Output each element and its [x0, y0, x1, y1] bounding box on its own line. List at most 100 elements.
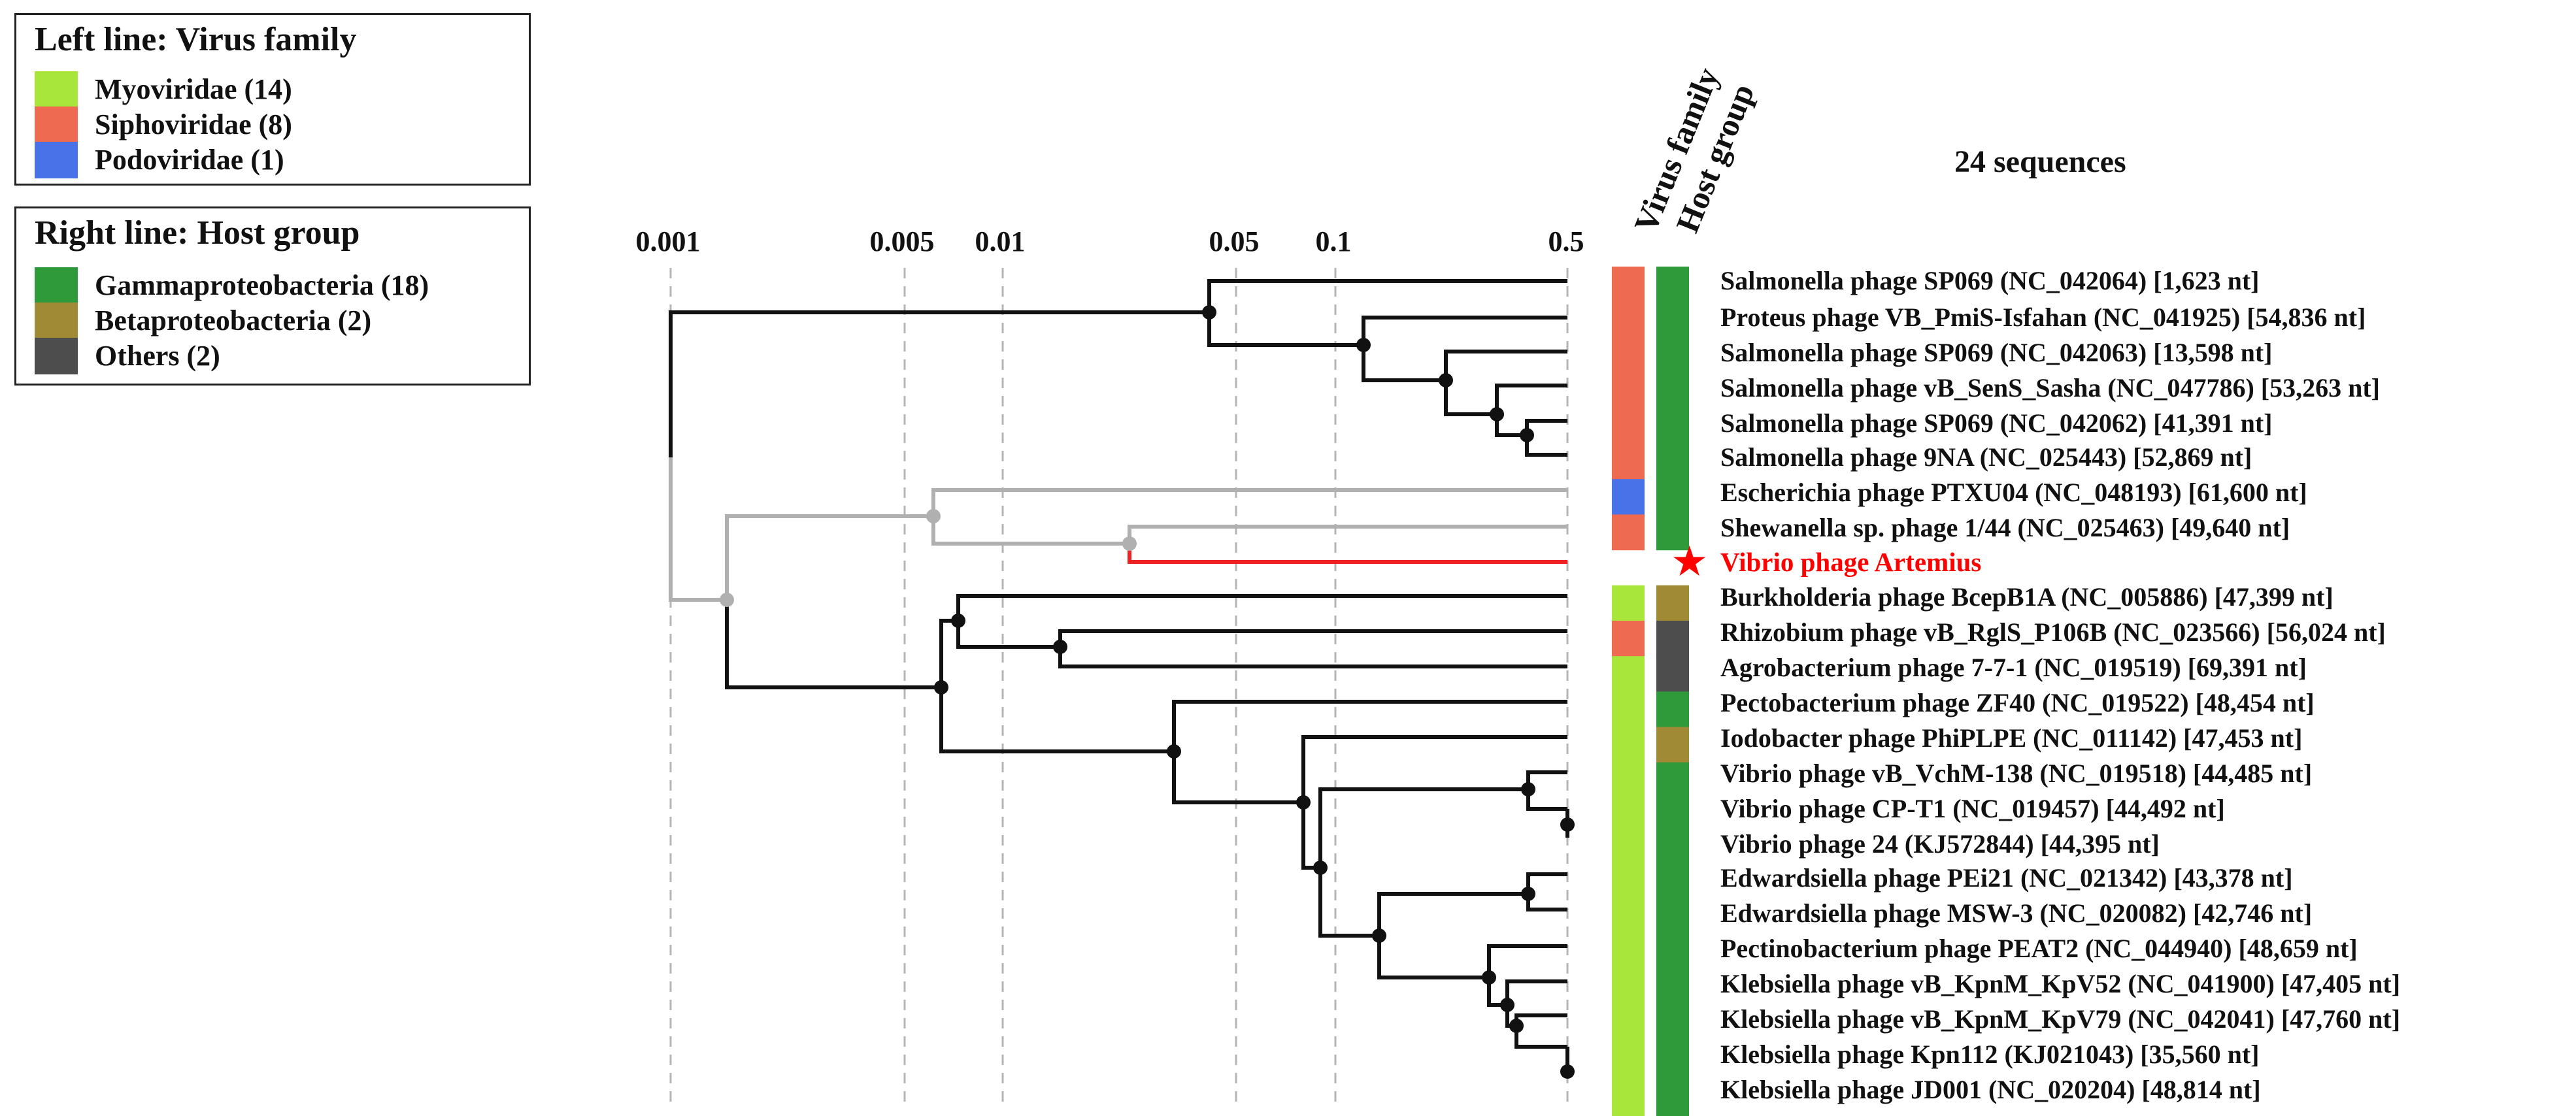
host-group-strip-cell	[1656, 762, 1689, 798]
node	[926, 509, 941, 523]
node	[1520, 428, 1534, 442]
highlighted-taxon-label: Vibrio phage Artemius	[1720, 547, 1982, 577]
taxon-label: Klebsiella phage Kpn112 (KJ021043) [35,5…	[1720, 1040, 2260, 1069]
host-group-legend-title: Right line: Host group	[35, 214, 360, 252]
host-group-strip-cell	[1656, 833, 1689, 869]
node	[1490, 407, 1504, 421]
taxon-label: Escherichia phage PTXU04 (NC_048193) [61…	[1720, 478, 2307, 507]
host-group-strip-cell	[1656, 444, 1689, 480]
taxon-label: Rhizobium phage vB_RglS_P106B (NC_023566…	[1720, 617, 2386, 647]
branch	[931, 488, 1567, 516]
virus-family-strip-cell	[1612, 868, 1645, 905]
host-group-strip-cell	[1656, 1010, 1689, 1046]
branch	[1377, 892, 1528, 936]
node	[1521, 887, 1535, 901]
branch	[939, 687, 1174, 753]
virus-family-strip-cell	[1612, 727, 1645, 763]
host-group-strip-cell	[1656, 267, 1689, 303]
virus-family-strip-cell	[1612, 514, 1645, 551]
virus-family-strip-cell	[1612, 1045, 1645, 1082]
gammaproteobacteria-swatch	[35, 267, 78, 304]
branch	[725, 514, 933, 600]
branch	[1377, 936, 1489, 979]
taxon-label: Salmonella phage SP069 (NC_042064) [1,62…	[1720, 266, 2260, 295]
virus-family-strip-cell	[1612, 302, 1645, 338]
taxon-label: Klebsiella phage vB_KpnM_KpV79 (NC_04204…	[1720, 1004, 2401, 1034]
branch	[1058, 647, 1567, 668]
virus-family-strip-cell	[1612, 833, 1645, 869]
taxon-label: Vibrio phage CP-T1 (NC_019457) [44,492 n…	[1720, 794, 2225, 823]
host-group-strip-cell	[1656, 868, 1689, 905]
others-swatch	[35, 338, 78, 374]
taxon-label: Klebsiella phage JD001 (NC_020204) [48,8…	[1720, 1075, 2261, 1104]
taxon-label: Vibrio phage 24 (KJ572844) [44,395 nt]	[1720, 829, 2160, 859]
legend-label: Others (2)	[95, 340, 220, 372]
taxon-label: Shewanella sp. phage 1/44 (NC_025463) [4…	[1720, 513, 2290, 542]
branch	[1301, 802, 1320, 870]
virus-family-strip-cell	[1612, 267, 1645, 303]
betaproteobacteria-swatch	[35, 303, 78, 339]
branch	[931, 516, 1129, 546]
host-group-strip-cell	[1656, 727, 1689, 763]
branch	[1318, 787, 1528, 868]
legend-label: Myoviridae (14)	[95, 73, 292, 105]
branch	[1362, 316, 1567, 345]
node-markers	[934, 305, 1575, 1079]
sequence-count: 24 sequences	[1954, 144, 2126, 179]
taxon-label: Salmonella phage vB_SenS_Sasha (NC_04778…	[1720, 373, 2381, 402]
podoviridae-swatch	[35, 142, 78, 178]
branch	[1128, 525, 1567, 544]
node	[1122, 536, 1137, 551]
virus-family-strip-cell	[1612, 444, 1645, 480]
taxon-label: Klebsiella phage vB_KpnM_KpV52 (NC_04190…	[1720, 969, 2401, 998]
branch	[1362, 345, 1446, 382]
virus-family-strip-cell	[1612, 479, 1645, 515]
taxon-label: Burkholderia phage BcepB1A (NC_005886) […	[1720, 582, 2333, 612]
taxon-label: Edwardsiella phage PEi21 (NC_021342) [43…	[1720, 863, 2293, 893]
axis-tick-0.005: 0.005	[869, 225, 935, 257]
branch	[1505, 979, 1567, 1005]
virus-family-legend: Left line: Virus family Myoviridae (14) …	[14, 13, 531, 186]
host-group-strip-cell	[1656, 585, 1689, 621]
host-group-strip-cell	[1656, 939, 1689, 976]
node	[1439, 373, 1453, 387]
taxon-label: Vibrio phage vB_VchM-138 (NC_019518) [44…	[1720, 759, 2313, 788]
node	[1521, 782, 1535, 796]
branch	[1444, 380, 1497, 416]
taxon-label: Salmonella phage SP069 (NC_042062) [41,3…	[1720, 408, 2273, 438]
node	[1500, 998, 1514, 1012]
host-group-legend: Right line: Host group Gammaproteobacter…	[14, 206, 531, 386]
branch	[1514, 1026, 1567, 1049]
virus-family-strip-cell	[1612, 585, 1645, 621]
virus-family-strip-cell	[1612, 762, 1645, 798]
branch	[1207, 312, 1363, 347]
myoviridae-swatch	[35, 71, 78, 108]
taxon-label: Edwardsiella phage MSW-3 (NC_020082) [42…	[1720, 898, 2313, 928]
virus-family-strip-cell	[1612, 939, 1645, 976]
legend-label: Podoviridae (1)	[95, 144, 284, 176]
gray-branches	[669, 457, 1567, 602]
branch	[1172, 751, 1303, 804]
virus-family-strip-cell	[1612, 372, 1645, 409]
taxon-label: Iodobacter phage PhiPLPE (NC_011142) [47…	[1720, 723, 2303, 753]
branch	[725, 600, 941, 689]
branch	[956, 594, 1567, 621]
branch	[1495, 384, 1567, 414]
branch	[1301, 735, 1567, 802]
virus-family-strip-cell	[1612, 621, 1645, 657]
axis-tick-0.01: 0.01	[975, 225, 1026, 257]
node	[1053, 640, 1067, 654]
legend-label: Betaproteobacteria (2)	[95, 304, 372, 336]
virus-family-strip-cell	[1612, 904, 1645, 940]
virus-family-strip-cell	[1612, 691, 1645, 728]
node	[1356, 338, 1371, 352]
host-group-strip-cell	[1656, 1045, 1689, 1082]
node	[934, 680, 948, 695]
branch	[956, 621, 1060, 649]
host-group-strip-cell	[1656, 975, 1689, 1011]
node	[1296, 795, 1311, 810]
branch	[669, 310, 1209, 457]
branch	[669, 457, 727, 602]
host-group-strip-cell	[1656, 656, 1689, 692]
